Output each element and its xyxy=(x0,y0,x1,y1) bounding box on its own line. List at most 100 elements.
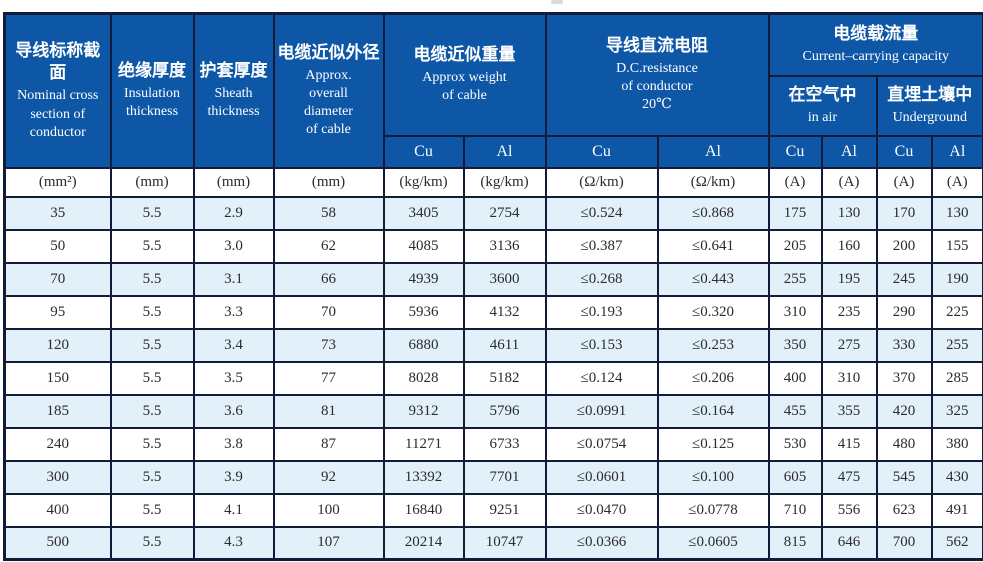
table-cell: 7701 xyxy=(462,459,547,495)
header-in-air: 在空气中 in air xyxy=(767,74,878,137)
unit-cell: (mm²) xyxy=(3,166,112,198)
table-cell: 5.5 xyxy=(109,261,195,297)
table-cell: 275 xyxy=(820,327,878,363)
table-cell: 2.9 xyxy=(192,195,275,231)
header-insulation-en: Insulation thickness xyxy=(124,86,180,120)
table-cell: 455 xyxy=(767,393,823,429)
subheader-underground-cu: Cu xyxy=(875,134,933,169)
table-cell: 4.3 xyxy=(192,525,275,561)
table-cell: 646 xyxy=(820,525,878,561)
table-cell: 4611 xyxy=(462,327,547,363)
table-cell: 3600 xyxy=(462,261,547,297)
table-row: 50 5.5 3.0 62 4085 3136 ≤0.387 ≤0.641 205 160 200 1… xyxy=(3,228,983,264)
table-cell: 195 xyxy=(820,261,878,297)
table-cell: 400 xyxy=(3,492,112,528)
unit-cell: (kg/km) xyxy=(382,166,465,198)
header-diameter-zh: 电缆近似外径 xyxy=(277,42,380,63)
table-cell: 170 xyxy=(875,195,933,231)
table-cell: 11271 xyxy=(382,426,465,462)
table-cell: 95 xyxy=(3,294,112,330)
table-cell: ≤0.125 xyxy=(656,426,770,462)
table-cell: 5936 xyxy=(382,294,465,330)
table-cell: 5182 xyxy=(462,360,547,396)
table-cell: 4939 xyxy=(382,261,465,297)
unit-cell: (mm) xyxy=(109,166,195,198)
table-cell: 380 xyxy=(930,426,983,462)
table-cell: 5.5 xyxy=(109,393,195,429)
header-dc-resistance: 导线直流电阻 D.C.resistance of conductor 20℃ xyxy=(544,12,770,137)
table-cell: 3.1 xyxy=(192,261,275,297)
header-insulation-zh: 绝缘厚度 xyxy=(118,61,186,82)
table-cell: ≤0.268 xyxy=(544,261,659,297)
table-cell: 50 xyxy=(3,228,112,264)
header-underground: 直埋土壤中 Underground xyxy=(875,74,983,137)
table-cell: 420 xyxy=(875,393,933,429)
table-cell: 300 xyxy=(3,459,112,495)
table-cell: 77 xyxy=(272,360,385,396)
table-cell: 185 xyxy=(3,393,112,429)
table-cell: 190 xyxy=(930,261,983,297)
header-nominal-cross-section: 导线标称截面 Nominal cross section of conducto… xyxy=(3,12,112,169)
header-in-air-zh: 在空气中 xyxy=(788,84,857,105)
unit-cell: (A) xyxy=(875,166,933,198)
header-nominal-zh: 导线标称截面 xyxy=(15,40,101,84)
table-cell: ≤0.387 xyxy=(544,228,659,264)
table-cell: 73 xyxy=(272,327,385,363)
table-cell: 556 xyxy=(820,492,878,528)
table-cell: 120 xyxy=(3,327,112,363)
table-cell: 5.5 xyxy=(109,492,195,528)
table-row: 35 5.5 2.9 58 3405 2754 ≤0.524 ≤0.868 175 130 170 1… xyxy=(3,195,983,231)
table-cell: ≤0.320 xyxy=(656,294,770,330)
header-resistance-en: D.C.resistance of conductor 20℃ xyxy=(616,60,698,113)
table-cell: 285 xyxy=(930,360,983,396)
table-cell: 240 xyxy=(3,426,112,462)
table-cell: ≤0.0605 xyxy=(656,525,770,561)
unit-cell: (A) xyxy=(767,166,823,198)
table-cell: ≤0.0754 xyxy=(544,426,659,462)
table-cell: 3.8 xyxy=(192,426,275,462)
table-cell: 5.5 xyxy=(109,327,195,363)
header-sheath-zh: 护套厚度 xyxy=(199,61,268,82)
table-cell: 350 xyxy=(767,327,823,363)
table-cell: 235 xyxy=(820,294,878,330)
table-cell: ≤0.524 xyxy=(544,195,659,231)
table-row: 185 5.5 3.6 81 9312 5796 ≤0.0991 ≤0.164 455 355 42… xyxy=(3,393,983,429)
table-cell: ≤0.0366 xyxy=(544,525,659,561)
header-overall-diameter: 电缆近似外径 Approx. overall diameter of cable xyxy=(272,12,385,169)
table-cell: 3.6 xyxy=(192,393,275,429)
table-cell: 62 xyxy=(272,228,385,264)
table-cell: ≤0.100 xyxy=(656,459,770,495)
table-cell: 480 xyxy=(875,426,933,462)
table-cell: ≤0.164 xyxy=(656,393,770,429)
table-body: 35 5.5 2.9 58 3405 2754 ≤0.524 ≤0.868 175 130 170 1… xyxy=(3,195,983,561)
table-cell: 225 xyxy=(930,294,983,330)
table-cell: ≤0.0991 xyxy=(544,393,659,429)
table-cell: 5.5 xyxy=(109,459,195,495)
table-cell: ≤0.868 xyxy=(656,195,770,231)
table-cell: 20214 xyxy=(382,525,465,561)
table-cell: 370 xyxy=(875,360,933,396)
table-cell: 5.5 xyxy=(109,360,195,396)
table-row: 300 5.5 3.9 92 13392 7701 ≤0.0601 ≤0.100 605 475 5… xyxy=(3,459,983,495)
table-row: 240 5.5 3.8 87 11271 6733 ≤0.0754 ≤0.125 530 415 4… xyxy=(3,426,983,462)
header-current-capacity: 电缆载流量 Current–carrying capacity xyxy=(767,12,983,77)
table-cell: 623 xyxy=(875,492,933,528)
unit-cell: (mm) xyxy=(272,166,385,198)
table-cell: 562 xyxy=(930,525,983,561)
table-cell: 325 xyxy=(930,393,983,429)
header-nominal-en: Nominal cross section of conductor xyxy=(17,88,99,140)
table-cell: 200 xyxy=(875,228,933,264)
table-cell: ≤0.193 xyxy=(544,294,659,330)
header-weight-en: Approx weight of cable xyxy=(422,70,507,104)
table-cell: 155 xyxy=(930,228,983,264)
units-row: (mm²) (mm) (mm) (mm) (kg/km) (kg/km) (Ω/… xyxy=(3,166,983,198)
table-cell: 5.5 xyxy=(109,228,195,264)
table-cell: 58 xyxy=(272,195,385,231)
unit-cell: (A) xyxy=(820,166,878,198)
header-capacity-en: Current–carrying capacity xyxy=(802,49,950,65)
cropped-title-artifact xyxy=(551,0,563,4)
table-cell: 430 xyxy=(930,459,983,495)
table-cell: ≤0.0601 xyxy=(544,459,659,495)
table-cell: 3.9 xyxy=(192,459,275,495)
